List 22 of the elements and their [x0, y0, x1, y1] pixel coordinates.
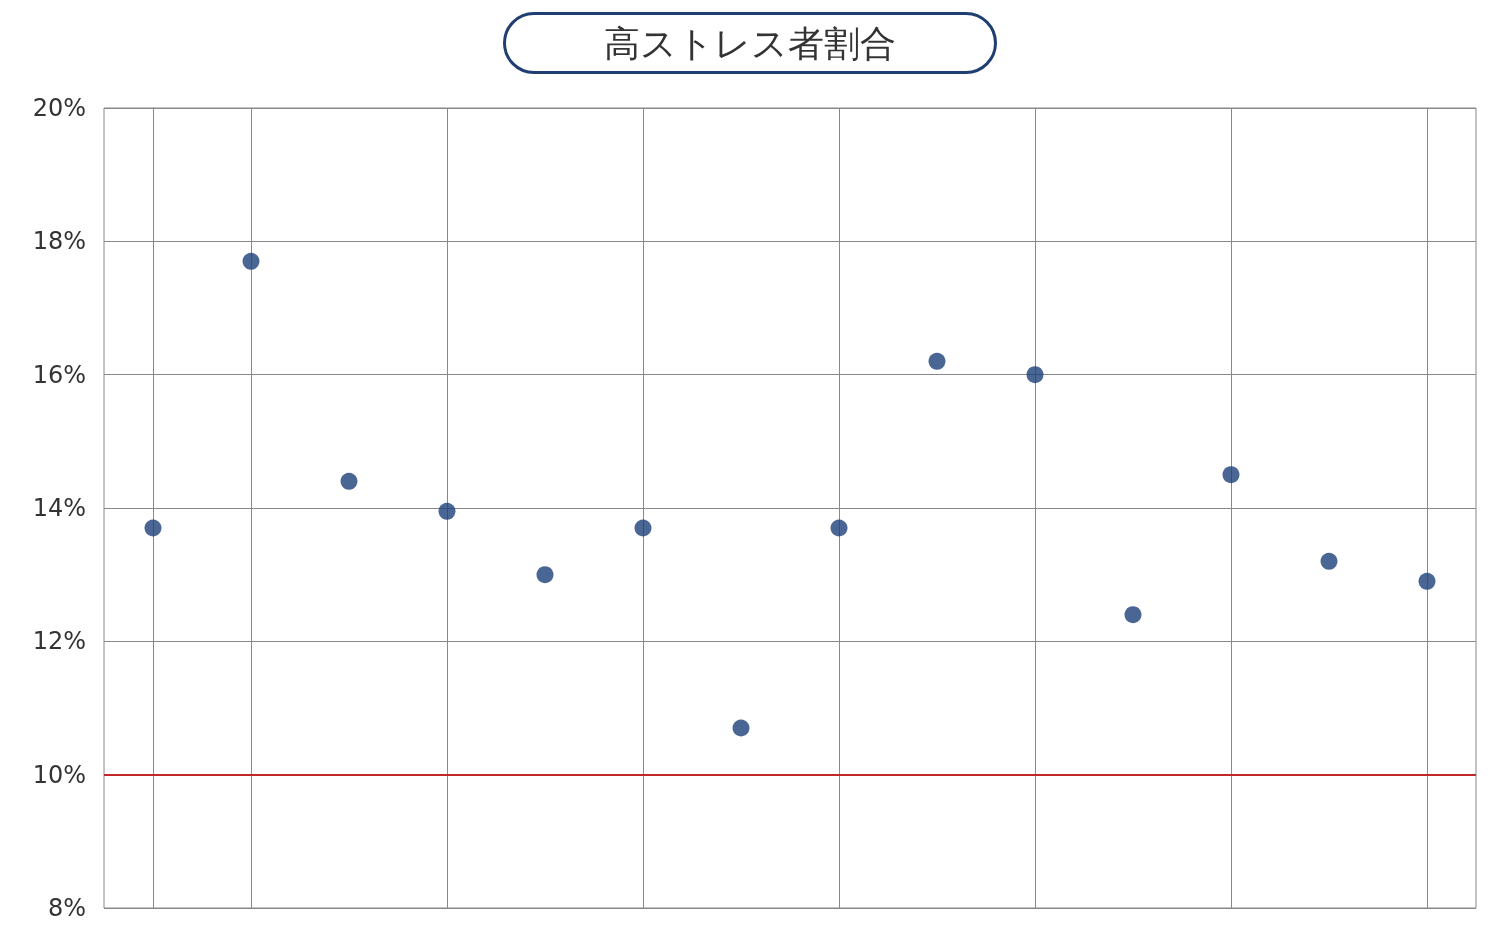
point	[340, 472, 358, 490]
point	[830, 519, 848, 537]
point	[732, 719, 750, 737]
y-tick-label: 8%	[47, 894, 86, 922]
point	[634, 519, 652, 537]
y-tick-label: 12%	[32, 627, 86, 656]
point	[1124, 606, 1142, 624]
point	[1026, 366, 1044, 384]
y-tick-label: 16%	[32, 360, 86, 389]
chart-title: 高ストレス者割合	[604, 22, 896, 64]
y-tick-label: 20%	[32, 94, 86, 122]
point	[536, 566, 554, 584]
point	[1320, 552, 1338, 570]
point	[144, 519, 162, 537]
point	[438, 502, 456, 520]
point	[1418, 572, 1436, 590]
y-tick-label: 14%	[32, 494, 86, 522]
point	[928, 352, 946, 370]
y-tick-label: 10%	[32, 760, 86, 789]
point	[1222, 466, 1240, 484]
y-tick-label: 18%	[32, 227, 86, 256]
point	[242, 252, 260, 270]
